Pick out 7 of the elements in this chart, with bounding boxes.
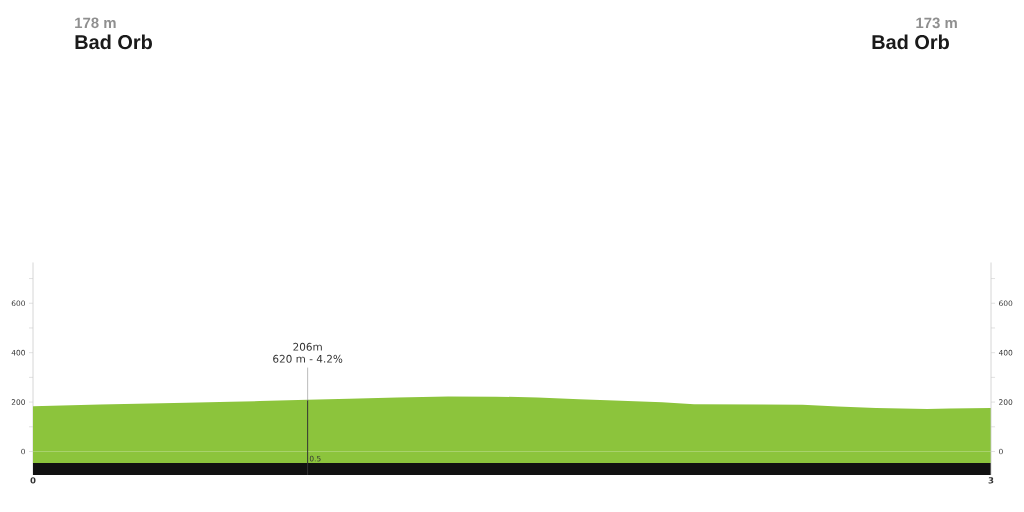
annotation: 620 m - 4.2% — [273, 354, 343, 363]
text: Bad Orb — [872, 34, 949, 50]
text: 178 m — [75, 17, 116, 29]
annotation: 206m — [293, 342, 322, 351]
text: 173 m — [916, 17, 957, 29]
x-tick-label: 3 — [988, 477, 994, 484]
text: Bad Orb — [75, 34, 152, 50]
